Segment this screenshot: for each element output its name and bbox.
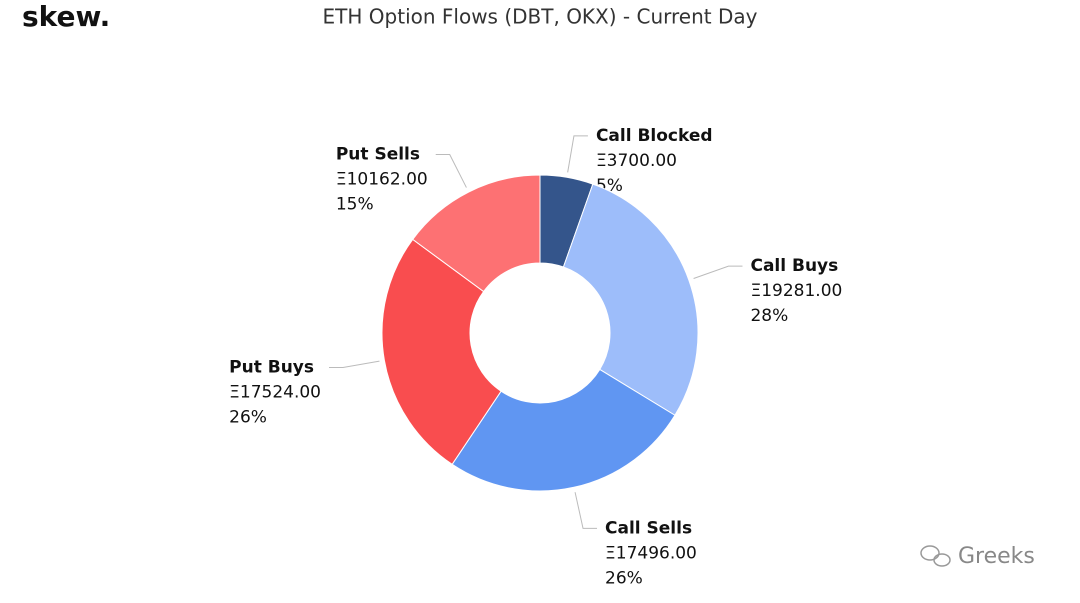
leader-line [567, 135, 588, 173]
slice-percent: 26% [605, 568, 643, 588]
slice [412, 174, 541, 293]
slice-percent: 15% [336, 195, 374, 215]
slice [562, 183, 699, 416]
slice-percent: 28% [750, 306, 788, 326]
slice-name: Call Sells [605, 518, 692, 538]
data-label: Call Sells Ξ17496.00 26% [605, 518, 697, 588]
slice-value: Ξ17524.00 [229, 383, 321, 403]
slice [381, 238, 502, 466]
slice-name: Call Buys [750, 256, 838, 276]
leader-line [329, 360, 380, 369]
slice-name: Put Buys [229, 358, 314, 378]
slice-value: Ξ19281.00 [750, 281, 842, 301]
data-label: Put Sells Ξ10162.00 15% [336, 145, 428, 215]
watermark: Greeks [958, 544, 1035, 569]
data-label: Put Buys Ξ17524.00 26% [229, 358, 321, 428]
slice-value: Ξ17496.00 [605, 543, 697, 563]
slice-value: Ξ10162.00 [336, 170, 428, 190]
leader-line [693, 265, 743, 279]
slice-name: Put Sells [336, 145, 420, 165]
watermark-icon [920, 545, 951, 567]
slice-value: Ξ3700.00 [596, 151, 677, 171]
slice-percent: 26% [229, 408, 267, 428]
brand: skew. [22, 0, 110, 33]
data-label: Call Buys Ξ19281.00 28% [750, 256, 842, 326]
slice-name: Call Blocked [596, 126, 713, 146]
leader-line [574, 492, 598, 529]
chart-title: ETH Option Flows (DBT, OKX) - Current Da… [323, 5, 758, 29]
leader-line [435, 154, 467, 188]
slice [451, 368, 676, 492]
